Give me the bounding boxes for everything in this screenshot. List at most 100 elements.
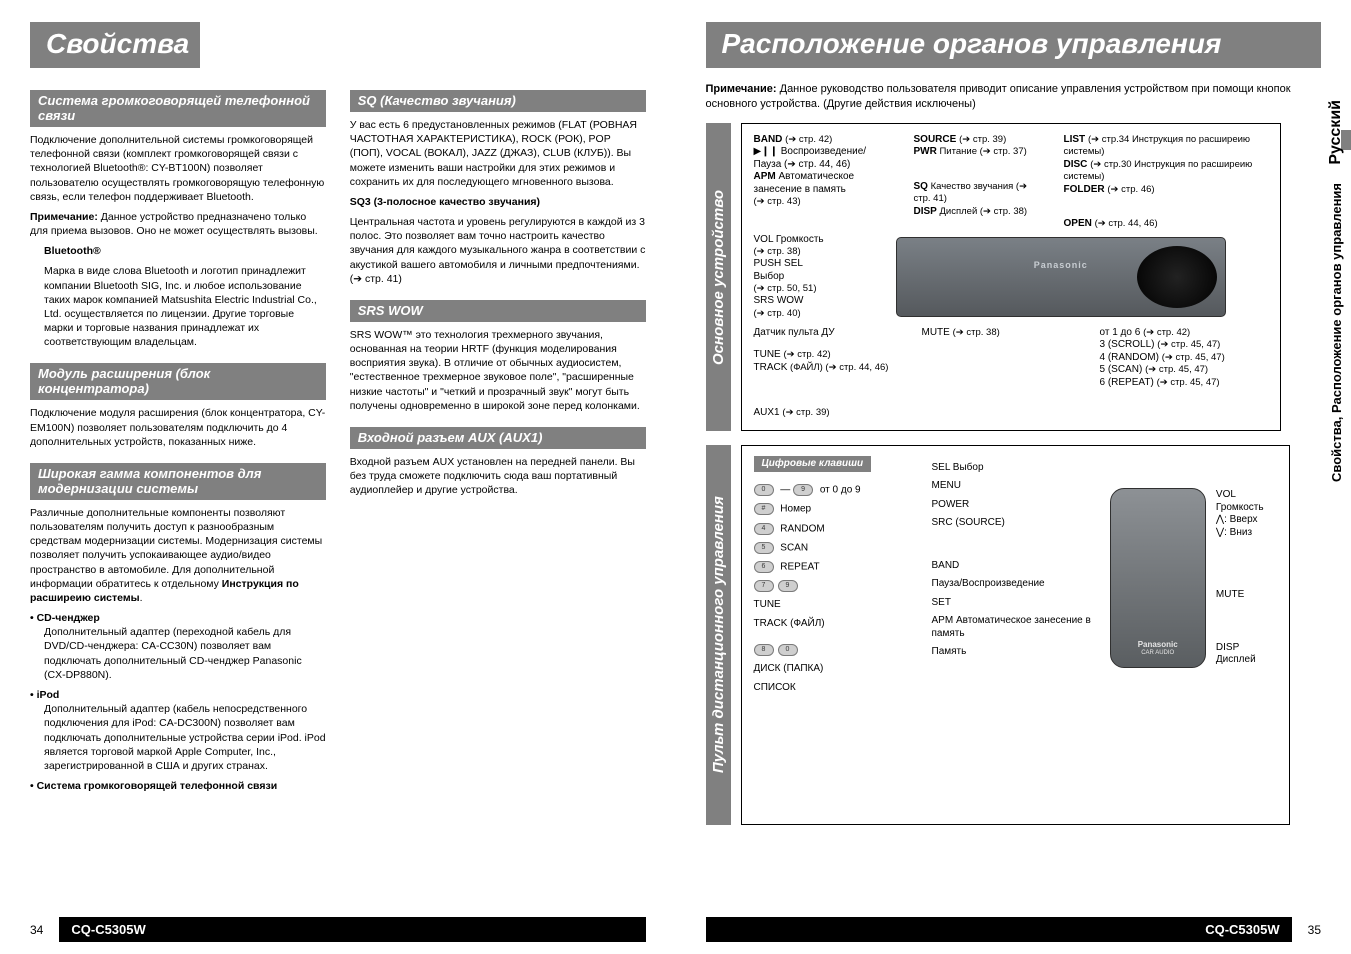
mu-aux1-ref: (➔ стр. 39) [782,407,829,418]
mu-disc: DISC (➔ стр.30 Инструкция по расширеию с… [1064,159,1269,184]
rm-band: BAND [932,560,1092,573]
wide-b1-lbl: CD-ченджер [30,611,326,625]
mu-band-ref: (➔ стр. 42) [785,134,832,145]
srs-p1: SRS WOW™ это технология трехмерного звуч… [350,328,646,413]
rr-vol-txt: Громкость [1216,502,1264,513]
remote-wrap: Цифровые клавиши 0 — 9 от 0 до 9 # Номер… [754,456,1278,700]
mu-push-lbl: PUSH SEL [754,258,854,271]
rl-random-txt: RANDOM [780,523,824,534]
mu-mute: MUTE (➔ стр. 38) [922,327,1082,340]
main-unit-row: Основное устройство BAND (➔ стр. 42) ▶❙❙… [706,123,1282,431]
mu-tune: TUNE (➔ стр. 42) [754,349,904,362]
rl-scan: 5 SCAN [754,542,914,555]
mu-mute-lbl: MUTE [922,327,950,338]
mu-left-side: VOL Громкость (➔ стр. 38) PUSH SEL Выбор… [754,234,854,320]
remote-brand-txt: Panasonic [1111,640,1205,650]
rl-scan-txt: SCAN [780,542,808,553]
mu-l6-lbl: 6 (REPEAT) [1100,377,1154,388]
wide-p1: Различные дополнительные компоненты позв… [30,506,326,605]
rr-vol: VOL Громкость [1216,489,1277,514]
right-note-txt: Данное руководство пользователя приводит… [706,83,1291,110]
rr-down: ⋁: Вниз [1216,527,1277,540]
left-title: Свойства [30,22,200,68]
rm-apm-txt: Автоматическое занесение в память [932,615,1091,639]
model-bar-right: CQ-C5305W [706,917,1292,942]
mu-source: SOURCE (➔ стр. 39) [914,134,1044,147]
mu-mute-ref: (➔ стр. 38) [953,327,1000,338]
rm-mem: Память [932,646,1092,659]
right-note: Примечание: Данное руководство пользоват… [706,82,1322,113]
rl-repeat-txt: REPEAT [780,561,819,572]
mu-pwr-txt: Питание (➔ стр. 37) [937,146,1027,157]
key-7-icon: 7 [754,580,774,592]
mu-tune-ref: (➔ стр. 42) [784,349,831,360]
mu-top-c3: LIST (➔ стр.34 Инструкция по расширеию с… [1064,134,1269,231]
right-title: Расположение органов управления [706,22,1322,68]
mu-list-lbl: LIST [1064,134,1086,145]
spacer [706,431,1282,445]
mu-play: ▶❙❙ Воспроизведение/Пауза (➔ стр. 44, 46… [754,146,894,171]
page-left: Свойства Система громкоговорящей телефон… [0,0,676,954]
mu-disp-lbl: DISP [914,206,937,217]
mu-1to6: от 1 до 6 (➔ стр. 42) [1100,327,1250,340]
phone-bt-txt: Марка в виде слова Bluetooth и логотип п… [44,264,326,349]
phone-p1: Подключение дополнительной системы громк… [30,133,326,204]
key-4-icon: 4 [754,523,774,535]
mu-pwr-lbl: PWR [914,146,937,157]
module-p1: Подключение модуля расширения (блок конц… [30,406,326,449]
remote-row: Пульт дистанционного управления Цифровые… [706,445,1282,825]
sq-p1: У вас есть 6 предустановленных режимов (… [350,118,646,189]
key-0b-icon: 0 [778,644,798,656]
rm-sel-txt: Выбор [950,462,984,473]
rl-range-txt: от 0 до 9 [820,485,861,496]
rm-apm-lbl: APM [932,615,954,626]
mu-bot-c4: AUX1 (➔ стр. 39) [754,407,830,420]
mu-l4: 4 (RANDOM) (➔ стр. 45, 47) [1100,352,1250,365]
sq3-p: Центральная частота и уровень регулируют… [350,215,646,286]
mu-l3-lbl: 3 (SCROLL) [1100,339,1155,350]
key-9-icon: 9 [793,484,813,496]
rl-skip: 79 [754,580,914,593]
rr-disp: DISP Дисплей [1216,642,1277,667]
mu-track-lbl: TRACK [754,362,788,373]
mu-bot-c3: от 1 до 6 (➔ стр. 42) 3 (SCROLL) (➔ стр.… [1100,327,1250,390]
page-num-right: 35 [1308,923,1321,937]
mu-top-row: BAND (➔ стр. 42) ▶❙❙ Воспроизведение/Пау… [754,134,1269,231]
sq3-h: SQ3 (3-полосное качество звучания) [350,195,646,209]
remote-vlabel: Пульт дистанционного управления [706,445,731,825]
vtab-section: Свойства, Расположение органов управлени… [1329,183,1344,482]
left-col-2: SQ (Качество звучания) У вас есть 6 пред… [350,82,646,793]
mu-l5: 5 (SCAN) (➔ стр. 45, 47) [1100,364,1250,377]
mu-apm: APM Автоматическое занесение в память [754,171,894,196]
model-bar-left: CQ-C5305W [59,917,645,942]
mu-disc-lbl: DISC [1064,159,1088,170]
main-unit-diagram: BAND (➔ стр. 42) ▶❙❙ Воспроизведение/Пау… [741,123,1282,431]
wide-b2: Дополнительный адаптер (кабель непосредс… [44,702,326,773]
mu-l6-ref: (➔ стр. 45, 47) [1157,377,1220,388]
rl-random: 4 RANDOM [754,523,914,536]
mu-srs-ref: (➔ стр. 40) [754,308,854,320]
mu-open: OPEN (➔ стр. 44, 46) [1064,218,1269,231]
remote-right-labels: VOL Громкость ⋀: Вверх ⋁: Вниз MUTE DISP… [1216,489,1277,667]
key-0-icon: 0 [754,484,774,496]
rm-apm: APM Автоматическое занесение в память [932,615,1092,640]
mu-folder: FOLDER (➔ стр. 46) [1064,184,1269,197]
sec-aux-body: Входной разъем AUX установлен на передне… [350,455,646,504]
mu-l5-lbl: 5 (SCAN) [1100,364,1143,375]
rm-power: POWER [932,499,1092,512]
mu-disp-txt: Дисплей (➔ стр. 38) [937,206,1027,217]
key-6-icon: 6 [754,561,774,573]
mu-1to6-ref: (➔ стр. 42) [1143,327,1190,338]
mu-band-lbl: BAND [754,134,783,145]
mu-l6: 6 (REPEAT) (➔ стр. 45, 47) [1100,377,1250,390]
left-col-1: Система громкоговорящей телефонной связи… [30,82,326,793]
vtab-language: Русский [1327,100,1345,165]
mu-apm-lbl: APM [754,171,776,182]
rl-track: TRACK (ФАЙЛ) [754,618,914,631]
rm-band-txt: Пауза/Воспроизведение [932,578,1092,591]
diagram-wrap: Основное устройство BAND (➔ стр. 42) ▶❙❙… [706,123,1282,825]
mu-source-lbl: SOURCE [914,134,957,145]
mu-vol-ref: (➔ стр. 38) [754,246,854,258]
remote-sub: CAR AUDIO [1111,650,1205,658]
remote-brand: Panasonic CAR AUDIO [1111,640,1205,658]
